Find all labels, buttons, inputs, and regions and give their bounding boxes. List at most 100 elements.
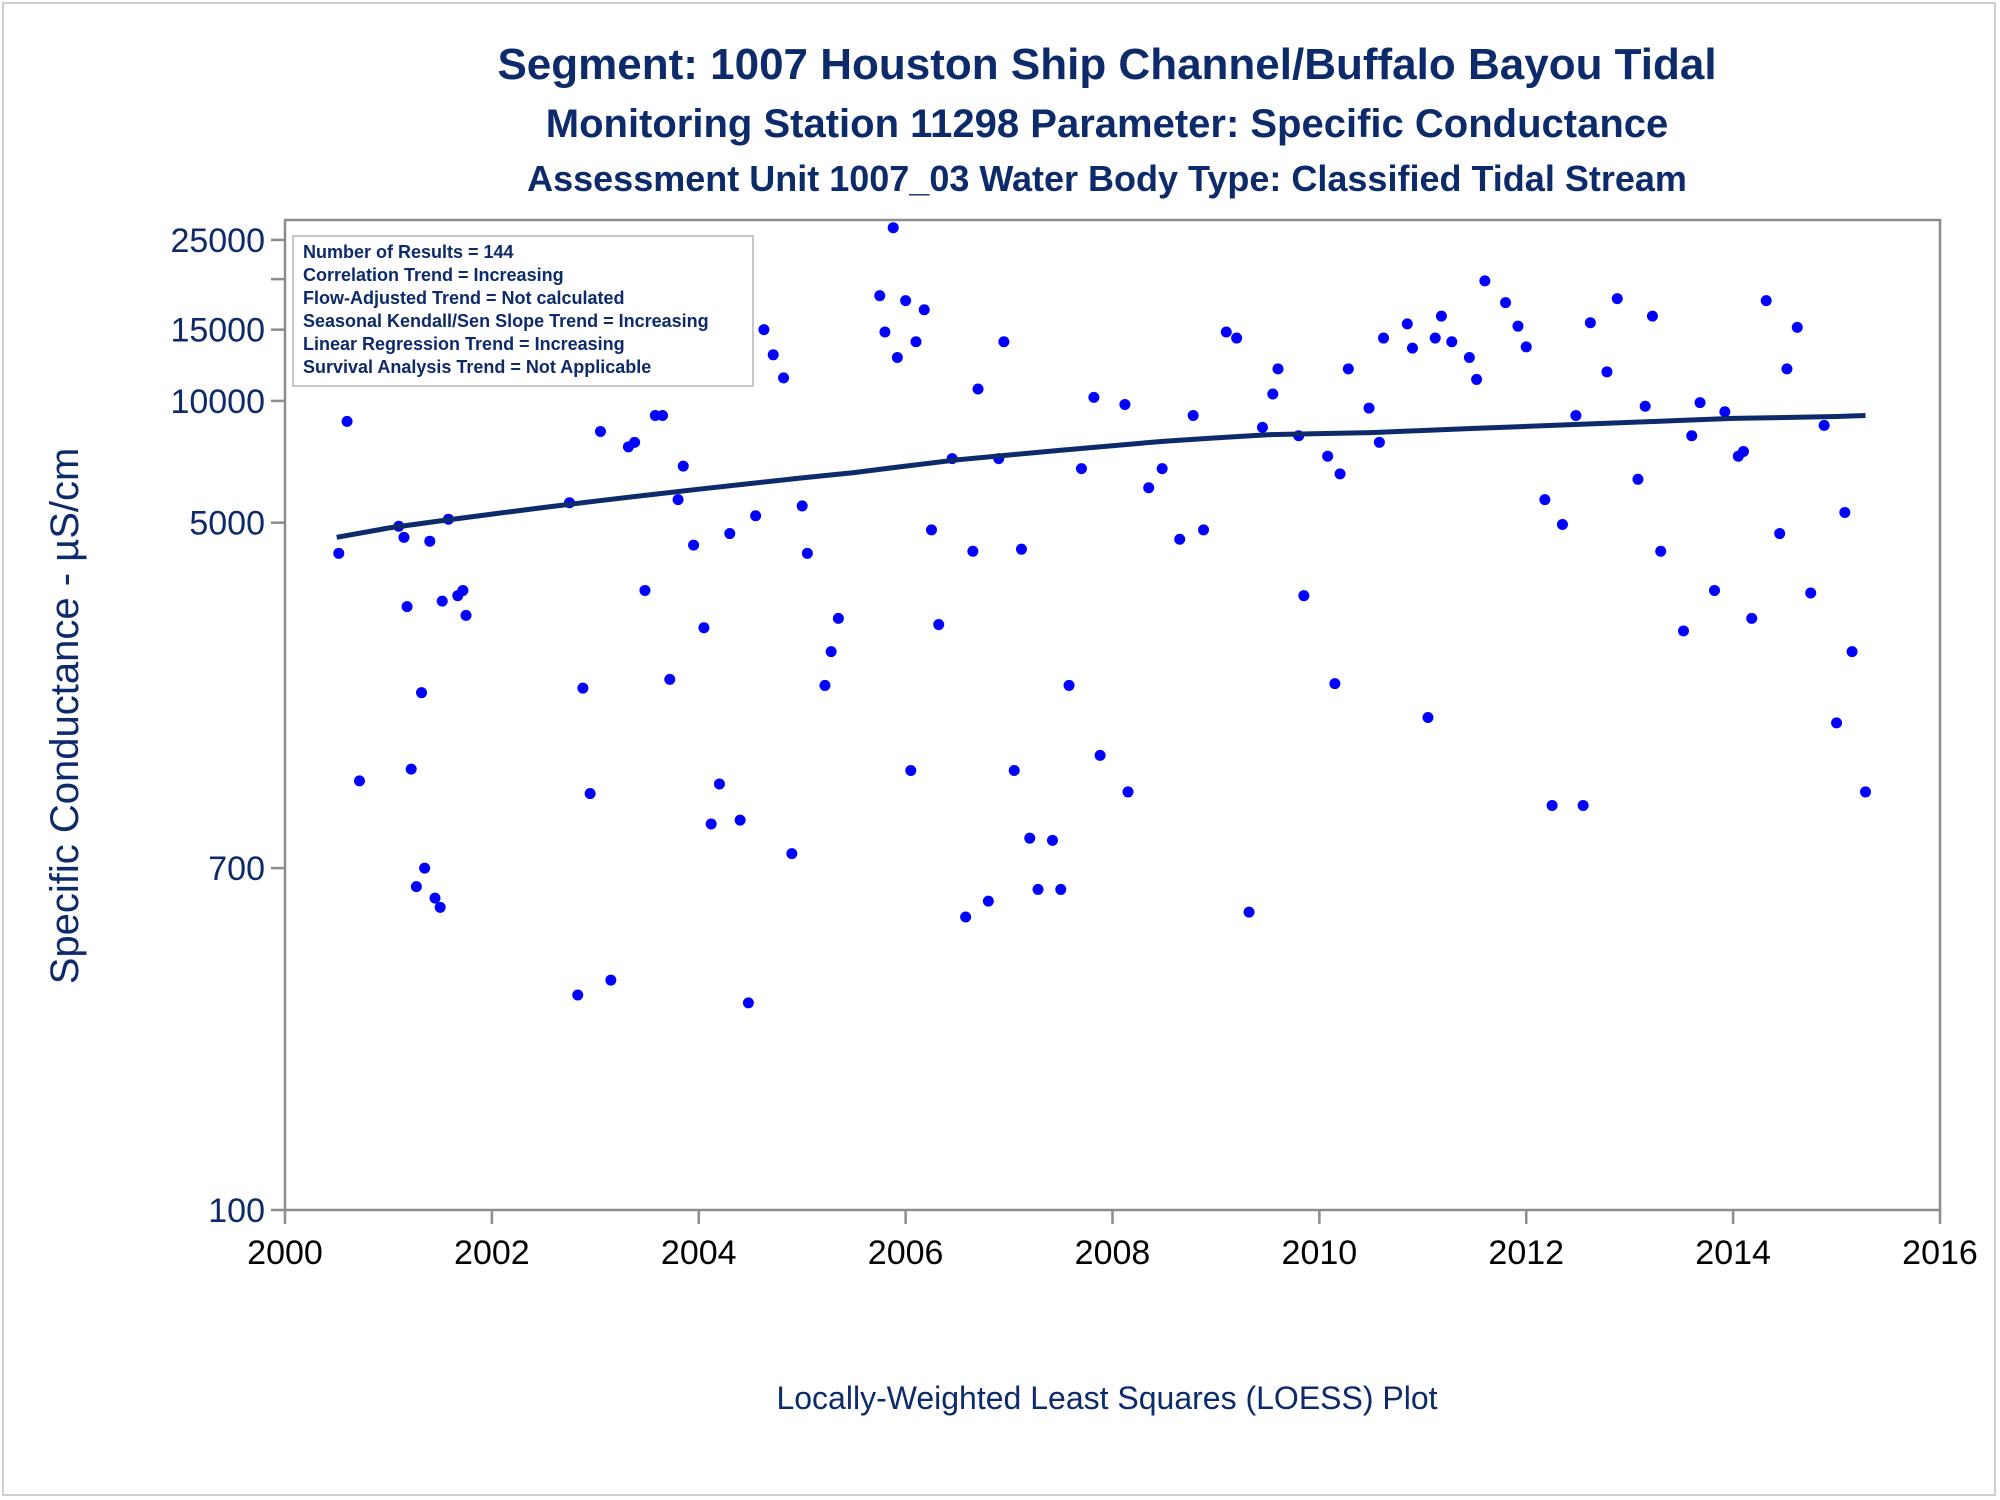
data-point: [434, 901, 446, 913]
data-point: [1156, 463, 1168, 475]
x-tick-label: 2006: [868, 1234, 944, 1272]
data-point: [1512, 320, 1524, 332]
data-point: [1546, 799, 1558, 811]
data-point: [1363, 402, 1375, 414]
data-point: [677, 460, 689, 472]
data-point: [1577, 799, 1589, 811]
data-point: [705, 818, 717, 830]
data-point: [1677, 625, 1689, 637]
x-tick-label: 2014: [1695, 1234, 1771, 1272]
data-point: [1435, 310, 1447, 322]
data-point: [925, 524, 937, 536]
data-point: [1406, 342, 1418, 354]
data-point: [910, 336, 922, 348]
data-point: [1539, 494, 1551, 506]
data-point: [1463, 352, 1475, 364]
x-tick-label: 2010: [1282, 1234, 1358, 1272]
data-point: [1471, 373, 1483, 385]
data-point: [742, 997, 754, 1009]
data-point: [1479, 275, 1491, 287]
data-point: [341, 415, 353, 427]
data-point: [1500, 297, 1512, 309]
data-point: [1015, 543, 1027, 555]
x-tick-label: 2002: [454, 1234, 530, 1272]
data-point: [1119, 398, 1131, 410]
data-point: [1342, 363, 1354, 375]
data-point: [1760, 295, 1772, 307]
x-tick-label: 2000: [247, 1234, 323, 1272]
data-point: [967, 545, 979, 557]
data-point: [972, 383, 984, 395]
data-point: [1220, 326, 1232, 338]
data-point: [1298, 590, 1310, 602]
stats-line: Seasonal Kendall/Sen Slope Trend = Incre…: [303, 311, 709, 331]
data-point: [982, 895, 994, 907]
data-point: [1709, 584, 1721, 596]
data-point: [572, 989, 584, 1001]
x-tick-label: 2008: [1075, 1234, 1151, 1272]
data-point: [639, 584, 651, 596]
data-point: [1570, 410, 1582, 422]
y-tick-label: 5000: [189, 505, 265, 543]
data-point: [1063, 679, 1075, 691]
y-axis-label: Specific Conductance - µS/cm: [43, 448, 87, 985]
data-point: [900, 295, 912, 307]
data-point: [724, 528, 736, 540]
x-tick-label: 2016: [1902, 1234, 1978, 1272]
data-point: [998, 336, 1010, 348]
data-point: [801, 547, 813, 559]
data-point: [577, 682, 589, 694]
data-point: [891, 352, 903, 364]
data-point: [918, 304, 930, 316]
data-point: [1860, 786, 1872, 798]
data-point: [1032, 883, 1044, 895]
data-point: [887, 222, 899, 234]
data-point: [460, 609, 472, 621]
data-point: [1008, 765, 1020, 777]
data-point: [605, 974, 617, 986]
data-point: [758, 324, 770, 336]
data-point: [767, 349, 779, 361]
data-point: [960, 911, 972, 923]
data-point: [1231, 332, 1243, 344]
y-tick-label: 100: [208, 1192, 265, 1230]
data-point: [436, 595, 448, 607]
data-point: [1174, 533, 1186, 545]
stats-line: Linear Regression Trend = Increasing: [303, 334, 625, 354]
plot-area: 100 700 5000 10000 15000 25000 2000 2002 2004 200…: [170, 218, 1978, 1272]
data-point: [825, 646, 837, 658]
data-point: [1805, 587, 1817, 599]
data-point: [713, 778, 725, 790]
data-point: [1429, 332, 1441, 344]
data-point: [1243, 906, 1255, 918]
chart-title: Segment: 1007 Houston Ship Channel/Buffa…: [497, 40, 1717, 89]
data-point: [1334, 468, 1346, 480]
data-point: [1329, 678, 1341, 690]
data-point: [353, 775, 365, 787]
data-point: [398, 531, 410, 543]
data-point: [1831, 717, 1843, 729]
data-point: [1584, 317, 1596, 329]
data-point: [1088, 391, 1100, 403]
data-point: [664, 673, 676, 685]
data-point: [1322, 450, 1334, 462]
data-point: [1601, 366, 1613, 378]
data-point: [424, 535, 436, 547]
data-point: [1422, 711, 1434, 723]
data-point: [1024, 832, 1036, 844]
data-point: [1839, 506, 1851, 518]
data-point: [1373, 436, 1385, 448]
data-point: [584, 788, 596, 800]
data-point: [1746, 612, 1758, 624]
data-point: [1639, 400, 1651, 412]
data-point: [905, 765, 917, 777]
y-tick-label: 25000: [170, 222, 265, 260]
stats-line: Correlation Trend = Increasing: [303, 265, 564, 285]
y-tick-label: 10000: [170, 383, 265, 421]
data-point: [416, 687, 428, 699]
data-point: [750, 510, 762, 522]
data-point: [629, 436, 641, 448]
loess-line: [336, 413, 1866, 540]
data-point: [879, 326, 891, 338]
data-point: [1187, 410, 1199, 422]
